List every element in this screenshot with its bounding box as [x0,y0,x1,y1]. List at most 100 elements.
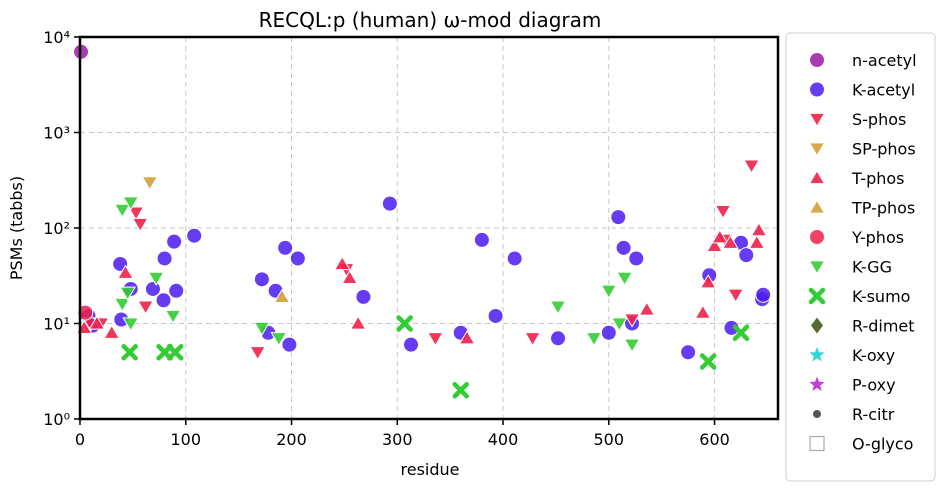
data-point-k-gg [119,286,136,301]
data-point-s-phos [131,217,149,233]
legend-marker [808,142,826,157]
legend-entry: K-oxy [852,346,895,365]
x-axis-label: residue [401,460,460,479]
data-point-t-phos [748,234,766,249]
data-point-k-acetyl [628,250,645,267]
data-point-k-gg [600,284,618,299]
legend-marker [809,52,825,68]
legend-marker [809,229,825,245]
x-tick-label: 0 [75,430,85,449]
legend-marker [809,376,825,391]
x-tick-label: 200 [276,430,307,449]
legend-entry: n-acetyl [852,51,917,70]
data-point-k-acetyl [487,307,504,324]
data-point-k-gg [270,332,288,347]
legend-marker [809,81,825,98]
data-point-k-gg [147,271,165,287]
x-tick-label: 600 [699,430,730,449]
data-point-t-phos [750,222,768,237]
data-point-t-phos [458,330,476,345]
legend-marker [808,169,826,185]
data-point-k-acetyl [473,231,490,248]
y-tick-label: 10⁰ [43,410,70,429]
data-point-k-gg [616,271,634,287]
data-point-k-sumo [699,353,717,370]
data-point-k-gg [113,297,131,313]
data-point-s-phos [426,332,444,347]
data-point-k-gg [122,317,140,332]
data-point-k-acetyl [155,292,172,309]
x-tick-label: 300 [382,430,413,449]
data-point-k-acetyl [355,288,372,305]
data-point-t-phos [694,304,712,319]
data-point-k-acetyl [281,336,298,353]
data-point-k-acetyl [186,227,203,244]
data-point-k-acetyl [403,336,420,353]
x-tick-label: 500 [594,430,625,449]
grid [80,37,778,419]
legend-marker [808,287,826,305]
data-point-k-acetyl [289,250,306,267]
data-point-k-acetyl [755,286,772,303]
data-point-k-acetyl [550,330,567,347]
data-point-k-gg [610,317,628,332]
data-point-k-acetyl [253,271,270,288]
legend-entry: P-oxy [852,376,896,395]
y-tick-label: 10³ [43,124,70,143]
data-point-k-sumo [452,382,469,399]
legend-entry: R-dimet [852,317,915,336]
data-point-t-phos [341,269,359,285]
data-point-k-acetyl [600,324,617,341]
data-point-y-phos [77,304,94,321]
data-point-s-phos [727,288,745,303]
legend-marker [809,347,825,362]
data-point-k-gg [549,300,567,315]
data-point-k-acetyl [277,239,294,256]
data-point-k-acetyl [506,250,523,267]
legend-entry: SP-phos [852,140,916,159]
data-point-s-phos [623,313,641,328]
data-point-k-gg [122,196,140,211]
data-point-t-phos [88,315,106,330]
y-axis-label: PSMs (tabbs) [7,176,26,280]
data-point-t-phos [699,274,717,289]
data-point-k-sumo [121,343,138,361]
legend-entry: K-GG [852,258,892,277]
data-point-tp-phos [273,288,291,304]
y-tick-label: 10¹ [43,315,70,334]
data-point-s-phos [524,332,542,347]
legend-marker [808,199,826,214]
legend-entry: Y-phos [851,228,904,247]
legend-entry: TP-phos [851,199,915,218]
data-point-k-sumo [166,343,184,361]
data-point-s-phos [249,346,267,361]
x-tick-label: 400 [488,430,519,449]
legend-entry: S-phos [852,110,906,129]
legend-entry: R-citr [852,405,895,424]
data-point-k-sumo [732,324,750,342]
data-point-k-acetyl [610,209,627,226]
data-point-k-sumo [396,315,413,332]
y-tick-label: 10² [43,219,70,238]
data-point-k-acetyl [738,247,755,264]
data-point-s-phos [714,205,732,220]
data-point-t-phos [333,255,351,271]
data-point-t-phos [706,237,723,252]
data-point-s-phos [137,300,154,315]
legend: n-acetyl K-acetyl S-phos SP-phos T-phos TP-ph… [785,32,936,482]
data-point-t-phos [722,234,739,249]
legend-marker [809,435,825,452]
data-point-k-gg [585,332,603,347]
data-point-k-gg [623,338,641,353]
data-point-s-phos [127,206,145,221]
data-point-k-acetyl [156,250,173,267]
data-point-sp-phos [141,176,159,191]
legend-entry: K-acetyl [852,81,915,100]
data-point-k-gg [253,321,271,336]
legend-entry: K-sumo [852,287,910,306]
data-point-t-phos [103,324,121,339]
data-point-t-phos [711,229,729,244]
legend-entry: T-phos [851,169,905,188]
x-tick-label: 100 [170,430,201,449]
